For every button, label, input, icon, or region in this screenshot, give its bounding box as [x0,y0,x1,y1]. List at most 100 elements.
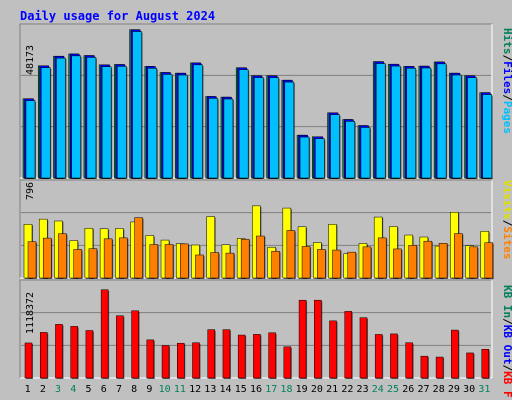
x-label-day-29: 29 [448,384,460,395]
bar-sites-day-4 [73,249,82,279]
bar-pages-day-7 [117,66,127,179]
bar-pages-day-20 [315,138,325,179]
bar-pages-day-9 [147,68,158,179]
bar-kbf-day-29 [451,329,459,379]
x-label-day-9: 9 [146,384,152,395]
legend-kb-in: KB In [501,285,512,318]
x-label-day-27: 27 [417,384,429,395]
x-label-day-17: 17 [265,384,277,395]
x-label-day-10: 10 [159,384,171,395]
x-axis-day-labels: 1 2 3 4 5 6 7 8 9 10 11 12 13 14 15 16 17 18 19 20 21 22 23 24 2… [25,384,491,395]
x-label-day-30: 30 [463,384,475,395]
x-label-day-4: 4 [70,384,76,395]
bar-pages-day-6 [101,66,112,179]
bar-pages-day-31 [482,94,493,179]
bar-sites-day-25 [393,248,402,279]
bar-sites-day-5 [88,248,98,279]
bar-pages-day-11 [178,74,188,179]
x-label-day-11: 11 [174,384,186,395]
bar-pages-day-30 [467,77,477,179]
legend-kb-f: KB F [501,371,512,398]
bar-kbf-day-6 [100,289,109,379]
bar-kbf-day-24 [374,334,383,379]
bar-sites-day-11 [180,243,189,279]
bar-pages-day-23 [360,127,371,179]
bar-pages-day-27 [421,67,432,179]
x-label-day-28: 28 [433,384,445,395]
ymax-label-middle: 796 [25,182,36,200]
bar-sites-day-13 [210,252,219,279]
x-label-day-19: 19 [296,384,308,395]
legend-files: Files [501,61,512,94]
x-label-day-14: 14 [220,384,232,395]
x-label-day-20: 20 [311,384,323,395]
x-label-day-21: 21 [326,384,338,395]
bar-sites-day-31 [484,242,494,279]
bar-sites-day-19 [301,246,311,279]
bar-pages-day-29 [452,74,462,179]
bar-kbf-day-13 [207,329,215,379]
bar-pages-day-15 [238,69,249,179]
x-label-day-24: 24 [372,384,384,395]
bar-pages-day-1 [25,100,36,179]
bar-kbf-day-10 [161,345,170,379]
bar-kbf-day-8 [131,310,139,379]
bar-sites-day-1 [27,241,37,279]
bar-sites-day-20 [317,249,326,279]
bar-sites-day-29 [454,233,463,279]
bar-kbf-day-14 [222,329,231,379]
bar-pages-day-18 [284,81,295,179]
bar-sites-day-21 [332,249,341,279]
legend-sep-3: / [501,220,512,227]
bar-pages-day-17 [269,77,279,179]
ymax-label-bottom: 1118372 [25,292,36,334]
bar-kbf-day-23 [359,317,368,379]
bar-kbf-day-12 [192,342,200,379]
x-label-day-3: 3 [55,384,61,395]
x-label-day-15: 15 [235,384,247,395]
legend-pages: Pages [501,101,512,134]
bar-pages-day-4 [71,55,81,179]
x-label-day-5: 5 [86,384,92,395]
x-label-day-7: 7 [116,384,122,395]
bar-kbf-day-11 [177,342,185,379]
x-label-day-16: 16 [250,384,262,395]
bar-kbf-day-26 [405,342,413,379]
bar-kbf-day-22 [344,311,352,379]
legend-sep-2: / [501,94,512,101]
x-label-day-12: 12 [189,384,201,395]
bar-sites-day-22 [347,251,356,279]
bar-pages-day-19 [299,136,310,179]
bar-sites-day-12 [195,254,204,279]
bar-pages-day-22 [345,121,355,179]
bar-pages-day-10 [162,74,173,179]
bar-kbf-day-15 [237,334,246,379]
bar-kbf-day-17 [268,332,276,379]
legend-hits: Hits [501,28,512,55]
bar-kbf-day-25 [390,333,398,379]
bar-pages-day-16 [254,77,264,179]
bar-pages-day-3 [56,57,66,179]
bar-kbf-day-3 [55,324,63,379]
bar-sites-day-6 [103,238,113,279]
bar-kbf-day-4 [70,326,78,379]
svg-text:Visits/Sites: Visits/Sites [501,180,512,260]
right-legend-top: Hits/Files/Pages [501,28,512,134]
bar-pages-day-24 [375,63,386,179]
bar-pages-day-2 [40,67,51,179]
bar-kbf-day-21 [329,320,337,379]
bar-sites-day-27 [423,240,433,279]
bar-sites-day-2 [42,237,52,279]
bar-pages-day-25 [391,65,401,179]
bar-pages-day-12 [193,64,203,179]
bar-pages-day-14 [223,98,234,179]
bar-sites-day-14 [225,252,235,279]
svg-text:Hits/Files/Pages: Hits/Files/Pages [501,28,512,134]
bar-sites-day-28 [438,243,448,279]
bar-pages-day-28 [436,63,447,179]
x-label-day-2: 2 [40,384,46,395]
bar-kbf-day-30 [466,352,474,379]
bar-pages-day-5 [86,57,97,179]
bar-pages-day-13 [208,98,218,179]
